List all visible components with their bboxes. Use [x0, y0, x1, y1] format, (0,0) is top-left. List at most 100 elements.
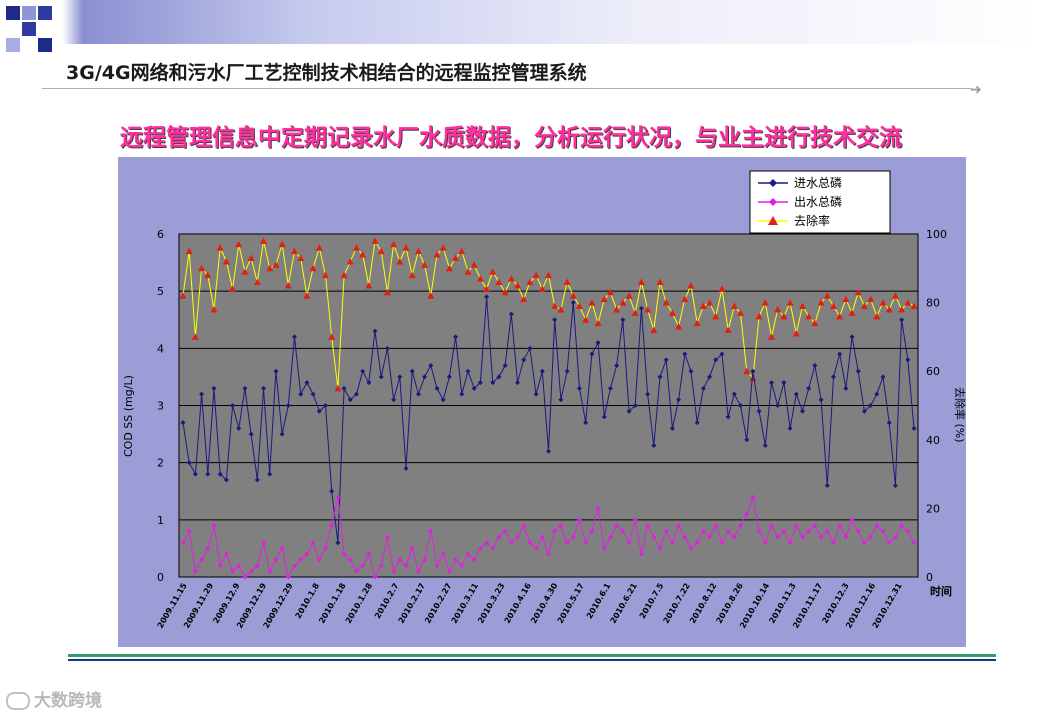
x-tick-label: 2010.2.17 — [397, 582, 427, 626]
rate-point — [798, 302, 806, 310]
outflow-point — [564, 540, 570, 546]
inflow-point — [799, 408, 805, 414]
rate-point — [476, 275, 484, 282]
rate-point — [730, 302, 738, 310]
outflow-point — [657, 545, 663, 551]
rate-point — [315, 244, 323, 251]
rate-point — [241, 268, 249, 275]
inflow-point — [378, 374, 384, 380]
rate-point — [402, 244, 410, 251]
rate-point — [433, 251, 441, 258]
rate-point — [650, 326, 658, 334]
rate-point — [191, 333, 199, 340]
outflow-point — [738, 523, 744, 529]
rate-point — [619, 299, 627, 306]
rate-point — [222, 257, 230, 265]
inflow-point — [192, 471, 198, 477]
rate-point — [588, 299, 596, 306]
inflow-point — [508, 311, 514, 317]
outflow-point — [874, 523, 880, 529]
rate-point — [408, 271, 416, 279]
inflow-point — [818, 397, 824, 403]
inflow-point — [477, 380, 483, 386]
inflow-point — [843, 385, 849, 391]
rate-point — [780, 312, 788, 320]
outflow-point — [781, 528, 787, 534]
x-tick-label: 2010.11.3 — [767, 582, 797, 626]
inflow-point — [905, 357, 911, 363]
outflow-point — [905, 528, 911, 534]
rate-point — [755, 312, 763, 320]
rate-point — [439, 244, 447, 251]
rate-point — [575, 302, 583, 310]
inflow-point — [682, 351, 688, 357]
logo-square — [38, 38, 52, 52]
outflow-point — [806, 528, 812, 534]
inflow-point — [787, 425, 793, 431]
rate-point — [563, 278, 571, 286]
inflow-point — [230, 403, 236, 408]
outflow-point — [527, 540, 533, 546]
watermark: 大数跨境 — [6, 686, 102, 711]
inflow-point — [793, 391, 799, 397]
outflow-point — [713, 523, 719, 529]
rate-point — [545, 271, 552, 279]
inflow-point — [199, 391, 205, 397]
outflow-point — [192, 568, 198, 574]
x-tick-label: 2010.4.16 — [503, 581, 534, 625]
rate-point — [842, 295, 850, 303]
inflow-point — [292, 334, 298, 340]
inflow-point — [304, 380, 310, 386]
legend-label-rate: 去除率 — [794, 213, 830, 228]
outflow-point — [409, 545, 415, 551]
outflow-point — [285, 574, 291, 580]
rate-point — [786, 299, 794, 306]
outflow-point — [725, 528, 731, 534]
rate-point — [216, 244, 224, 251]
outflow-point — [508, 540, 514, 546]
inflow-point — [415, 391, 421, 397]
rate-point — [656, 278, 664, 286]
rate-point — [346, 257, 354, 265]
watermark-logo-icon — [6, 692, 30, 710]
outflow-point — [762, 540, 768, 546]
inflow-point — [614, 362, 620, 368]
x-tick-label: 2010.1.18 — [317, 581, 348, 625]
right-tick-label: 20 — [926, 502, 940, 515]
inflow-point — [638, 305, 644, 311]
outflow-point — [199, 557, 205, 563]
outflow-point — [818, 534, 824, 540]
rate-point — [507, 275, 515, 282]
rate-point — [724, 326, 732, 334]
rate-point — [668, 309, 676, 316]
outflow-point — [632, 517, 638, 523]
outflow-point — [378, 563, 384, 569]
outflow-point — [316, 557, 322, 563]
logo-square — [22, 6, 36, 20]
rate-point — [805, 312, 813, 320]
outflow-point — [837, 523, 843, 529]
grid-lines — [179, 290, 918, 521]
x-axis-label: 时间 — [930, 584, 952, 598]
logo-square — [38, 22, 52, 36]
rate-point — [823, 292, 831, 299]
outflow-point — [793, 523, 799, 529]
inflow-point — [645, 391, 651, 397]
outflow-point — [787, 540, 793, 546]
rate-point — [606, 288, 614, 296]
inflow-point — [564, 368, 570, 374]
rate-point — [377, 247, 385, 255]
outflow-point — [812, 523, 818, 529]
left-tick-label: 3 — [157, 400, 164, 413]
outflow-point — [880, 528, 886, 534]
inflow-point — [440, 397, 446, 403]
rate-point — [829, 302, 837, 310]
rate-point — [210, 305, 218, 313]
inflow-point — [738, 403, 744, 408]
inflow-point — [719, 351, 725, 357]
outflow-point — [731, 534, 737, 540]
left-tick-label: 6 — [157, 228, 164, 241]
inflow-point — [316, 408, 322, 414]
x-tick-label: 2010.2.7 — [373, 582, 401, 621]
inflow-point — [849, 334, 855, 340]
